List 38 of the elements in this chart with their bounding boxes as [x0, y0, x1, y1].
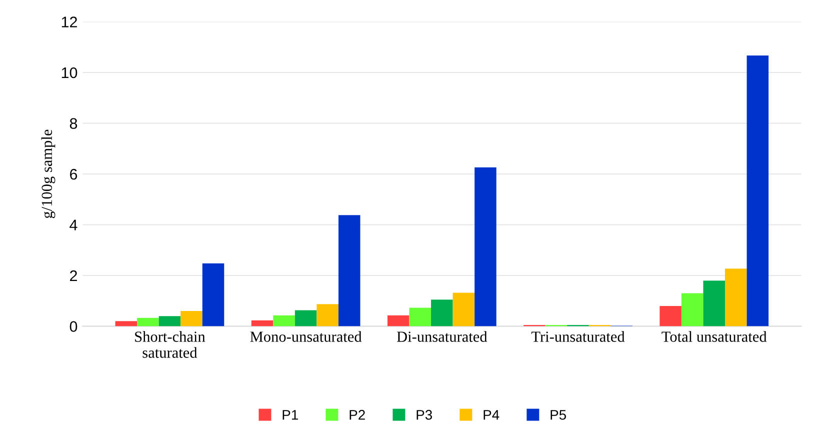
bar: [409, 308, 432, 326]
x-tick-label: Tri-unsaturated: [531, 331, 625, 342]
y-tick-label: 12: [62, 16, 77, 28]
bar: [137, 318, 159, 326]
bar: [387, 315, 410, 326]
y-axis-title: g/100g sample: [41, 130, 56, 218]
bar: [316, 304, 338, 326]
bar: [474, 167, 496, 326]
bar: [251, 320, 274, 326]
x-tick-label: Mono-unsaturated: [250, 331, 362, 342]
bar: [431, 300, 453, 326]
bar: [681, 293, 704, 326]
bar: [115, 321, 138, 326]
y-tick-label: 6: [70, 168, 78, 180]
x-tick-label: Total unsaturated: [662, 331, 767, 342]
y-tick-label: 4: [70, 220, 78, 230]
bar: [660, 306, 682, 326]
y-tick-label: 2: [70, 270, 77, 282]
y-tick-label: 0: [70, 321, 78, 332]
bar: [273, 315, 295, 326]
y-tick-label: 8: [70, 118, 78, 129]
legend-label: P2: [350, 410, 365, 420]
bar: [452, 292, 475, 326]
x-tick-label: Di-unsaturated: [396, 331, 488, 342]
bar: [338, 215, 360, 326]
legend-label: P4: [484, 410, 500, 420]
legend-label: P1: [282, 410, 298, 420]
bar: [294, 310, 317, 326]
bar: [180, 311, 202, 326]
bar: [746, 56, 769, 326]
x-tick-label: Short-chain saturated: [135, 331, 206, 358]
bar: [703, 280, 726, 326]
bar: [158, 316, 181, 326]
legend-label: P5: [550, 410, 566, 420]
bar: [725, 268, 747, 326]
y-tick-label: 10: [62, 67, 78, 78]
legend-label: P3: [416, 410, 432, 420]
bar: [202, 263, 224, 326]
